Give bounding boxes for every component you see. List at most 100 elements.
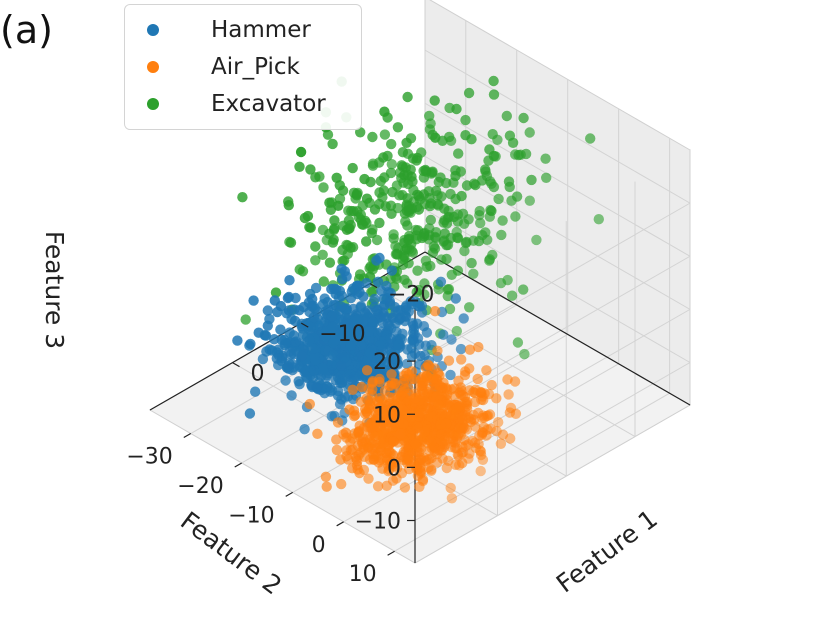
data-point	[355, 302, 366, 313]
data-point	[481, 410, 492, 422]
data-point	[391, 180, 403, 191]
data-point	[321, 481, 332, 492]
data-point	[397, 253, 409, 265]
data-point	[410, 392, 421, 404]
data-point	[337, 273, 348, 285]
data-point	[339, 255, 350, 266]
data-point	[371, 255, 382, 266]
z-tick-label: −10	[355, 510, 401, 535]
data-point	[326, 197, 337, 208]
x-tick-mark	[300, 322, 309, 328]
z-axis-label: Feature 3	[40, 231, 69, 349]
data-point	[296, 350, 308, 362]
data-point	[424, 454, 435, 465]
data-point	[443, 355, 455, 366]
data-point	[488, 89, 500, 100]
data-point	[270, 287, 282, 298]
legend-marker	[147, 98, 159, 110]
data-point	[408, 457, 419, 468]
data-point	[479, 388, 490, 399]
data-point	[269, 334, 280, 345]
data-point	[319, 331, 331, 342]
data-point	[338, 429, 349, 440]
data-point	[322, 381, 333, 392]
data-point	[446, 269, 457, 280]
data-point	[240, 314, 251, 325]
y-tick-mark	[285, 491, 293, 497]
data-point	[484, 176, 496, 187]
data-point	[331, 434, 342, 445]
data-point	[459, 245, 470, 257]
data-point	[364, 334, 375, 345]
data-point	[386, 404, 398, 415]
data-point	[326, 360, 338, 371]
series-excavator	[237, 75, 604, 380]
data-point	[334, 368, 346, 380]
data-point	[364, 263, 375, 274]
data-point	[412, 333, 424, 344]
data-point	[460, 366, 471, 377]
z-tick-label: 20	[373, 350, 401, 375]
data-point	[410, 224, 421, 236]
data-point	[399, 482, 411, 493]
series-hammer	[232, 252, 469, 435]
legend-marker	[147, 61, 159, 73]
data-point	[294, 264, 305, 275]
data-point	[403, 306, 415, 317]
data-point	[345, 292, 357, 304]
data-point	[329, 223, 340, 234]
data-point	[371, 234, 383, 246]
data-point	[336, 353, 347, 364]
legend-marker	[147, 24, 159, 36]
data-point	[433, 200, 444, 211]
data-point	[497, 215, 508, 226]
data-point	[470, 179, 481, 191]
data-point	[466, 134, 477, 145]
data-point	[524, 195, 535, 206]
data-point	[496, 229, 507, 241]
data-point	[386, 159, 397, 170]
data-point	[367, 224, 378, 235]
data-point	[357, 200, 368, 211]
data-point	[353, 351, 364, 362]
x-tick-label: 0	[251, 362, 265, 387]
data-point	[332, 417, 344, 428]
data-point	[237, 192, 248, 203]
data-point	[495, 438, 507, 449]
data-point	[457, 412, 468, 423]
data-point	[391, 473, 402, 484]
data-point	[318, 363, 329, 375]
data-point	[435, 419, 447, 430]
data-point	[311, 382, 322, 393]
y-tick-mark	[234, 462, 243, 468]
data-point	[266, 345, 278, 356]
data-point	[271, 353, 282, 364]
data-point	[424, 124, 436, 135]
data-point	[436, 444, 448, 456]
data-point	[430, 185, 442, 197]
data-point	[434, 380, 445, 391]
data-point	[398, 418, 409, 430]
data-point	[393, 343, 404, 354]
data-point	[361, 417, 373, 428]
data-point	[421, 327, 433, 338]
data-point	[427, 247, 439, 258]
legend-label: Hammer	[211, 17, 311, 43]
data-point	[310, 255, 321, 266]
grid-line	[394, 392, 670, 552]
data-point	[280, 338, 291, 349]
data-point	[363, 326, 374, 337]
data-point	[371, 304, 382, 316]
data-point	[304, 398, 315, 410]
data-point	[474, 205, 485, 217]
data-point	[305, 164, 316, 175]
data-point	[385, 167, 397, 179]
data-point	[411, 234, 422, 245]
data-point	[280, 375, 291, 386]
data-point	[406, 245, 417, 256]
data-point	[341, 445, 352, 456]
data-point	[466, 257, 477, 269]
data-point	[427, 166, 438, 177]
